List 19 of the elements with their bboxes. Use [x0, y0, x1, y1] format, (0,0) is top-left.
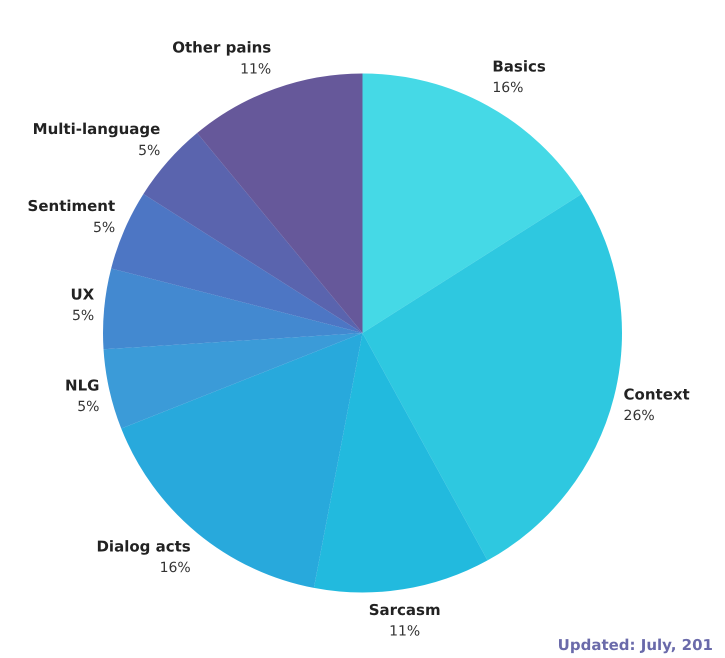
slice-label: Multi-language: [32, 120, 160, 138]
slice-label: Dialog acts: [96, 537, 191, 556]
data-label: 5%: [72, 308, 94, 324]
text: Updated: July, 201: [558, 636, 713, 654]
slice-label: Basics: [492, 57, 546, 76]
slice-label: UX: [70, 285, 95, 304]
data-label: 11%: [240, 61, 272, 78]
data-label: 11%: [389, 624, 420, 640]
data-label: 5%: [77, 399, 100, 416]
slice-label: NLG: [65, 376, 100, 394]
slice-label: Other pains: [172, 38, 272, 57]
slice-label: Context: [624, 385, 690, 404]
data-label: 26%: [624, 408, 655, 424]
data-label: 5%: [138, 142, 160, 159]
slice-label: Sarcasm: [368, 600, 441, 619]
data-label: 16%: [160, 560, 191, 576]
slice-label: Sentiment: [28, 197, 116, 216]
data-label: 16%: [492, 80, 524, 96]
data-label: 5%: [92, 220, 116, 236]
